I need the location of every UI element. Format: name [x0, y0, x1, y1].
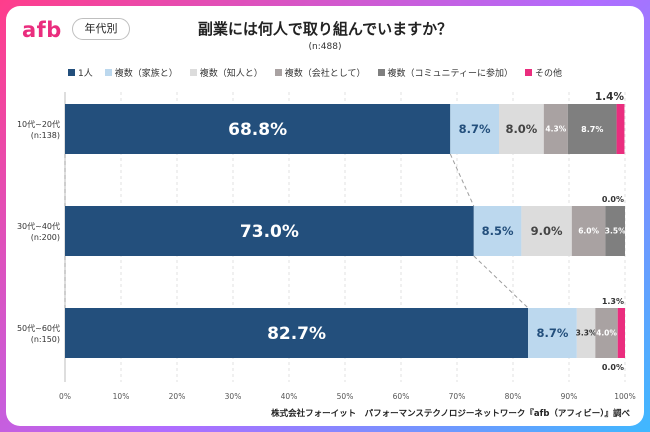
x-tick-label: 90%	[561, 392, 578, 401]
data-label: 68.8%	[228, 120, 287, 140]
data-label: 73.0%	[240, 222, 299, 242]
data-label: 6.0%	[578, 227, 599, 236]
category-label: (n:200)	[31, 233, 60, 242]
chart-title: 副業には何人で取り組んでいますか？	[197, 20, 453, 38]
legend-label: 複数（コミュニティーに参加）	[387, 68, 513, 79]
bar-segment	[595, 308, 618, 358]
data-label: 0.0%	[602, 195, 624, 204]
x-tick-label: 30%	[225, 392, 242, 401]
legend-label: その他	[534, 68, 562, 79]
legend-item: 1人	[68, 66, 93, 79]
bar-segment	[521, 206, 572, 256]
x-tick-label: 50%	[337, 392, 354, 401]
legend-label: 複数（会社として）	[284, 68, 366, 79]
x-tick-label: 40%	[281, 392, 298, 401]
bar-segment	[65, 104, 451, 154]
bar-segment	[528, 308, 577, 358]
x-tick-label: 20%	[169, 392, 186, 401]
chart-legend: 1人 複数（家族と） 複数（知人と） 複数（会社として） 複数（コミュニティーに参加） そ…	[68, 65, 562, 79]
data-label: 0.0%	[602, 363, 624, 372]
data-label: 82.7%	[267, 324, 326, 344]
x-tick-label: 10%	[113, 392, 130, 401]
category-label: 30代~40代	[17, 221, 60, 231]
stacked-bar-chart: 0% 10% 20% 30% 40% 50% 60% 70% 80% 90% 100% 10代~20代…	[17, 91, 636, 401]
category-label: 10代~20代	[17, 119, 60, 129]
category-label: (n:150)	[31, 335, 60, 344]
data-label: 8.7%	[581, 125, 603, 134]
bar-segment	[473, 206, 522, 256]
legend-item: 複数（コミュニティーに参加）	[377, 66, 513, 79]
data-label: 4.0%	[596, 329, 617, 338]
bar-segment	[605, 206, 625, 256]
x-tick-label: 100%	[614, 392, 635, 401]
bar-segment	[617, 308, 625, 358]
data-label: 9.0%	[531, 224, 563, 238]
data-label: 8.7%	[459, 122, 491, 136]
legend-label: 1人	[78, 68, 93, 79]
chart-subtitle: (n:488)	[308, 42, 342, 52]
legend-swatch	[104, 68, 112, 76]
data-label: 1.3%	[602, 297, 624, 306]
category-label: (n:138)	[31, 131, 60, 140]
source-footer: 株式会社フォーイット パフォーマンステクノロジーネットワーク『afb（アフィビー…	[271, 409, 630, 419]
bar-segment	[543, 104, 568, 154]
legend-item: その他	[524, 66, 562, 79]
chart-card: afb 年代別 副業には何人で取り組んでいますか？ (n:488) 1人 複数（家…	[6, 6, 644, 426]
x-tick-label: 0%	[59, 392, 71, 401]
legend-swatch	[524, 68, 532, 76]
category-label: 50代~60代	[17, 323, 60, 333]
legend-swatch	[189, 68, 197, 76]
bar-segment	[65, 206, 474, 256]
data-label: 4.3%	[545, 125, 566, 134]
connector-line	[473, 255, 529, 309]
age-group-badge: 年代別	[72, 18, 130, 40]
data-label: 1.4%	[595, 91, 625, 103]
data-label: 8.5%	[482, 224, 514, 238]
bar-segment	[65, 308, 529, 358]
x-tick-label: 60%	[393, 392, 410, 401]
bar-segment	[576, 308, 596, 358]
bar-segment	[450, 104, 499, 154]
legend-swatch	[68, 68, 75, 76]
legend-item: 複数（家族と）	[104, 66, 178, 79]
legend-item: 複数（会社として）	[274, 66, 366, 79]
legend-swatch	[274, 68, 282, 76]
afb-logo: afb	[22, 18, 62, 42]
legend-label: 複数（知人と）	[199, 68, 263, 79]
legend-swatch	[377, 68, 385, 76]
data-label: 3.5%	[605, 227, 626, 236]
connector-line	[449, 153, 475, 207]
data-label: 8.0%	[505, 122, 537, 136]
bar-segment	[616, 104, 625, 154]
data-label: 8.7%	[537, 326, 569, 340]
data-label: 3.3%	[576, 329, 597, 338]
legend-item: 複数（知人と）	[189, 66, 263, 79]
bar-segment	[499, 104, 544, 154]
bar-segment	[567, 104, 617, 154]
x-tick-label: 80%	[505, 392, 522, 401]
legend-label: 複数（家族と）	[114, 68, 178, 79]
x-tick-label: 70%	[449, 392, 466, 401]
bar-segment	[571, 206, 606, 256]
